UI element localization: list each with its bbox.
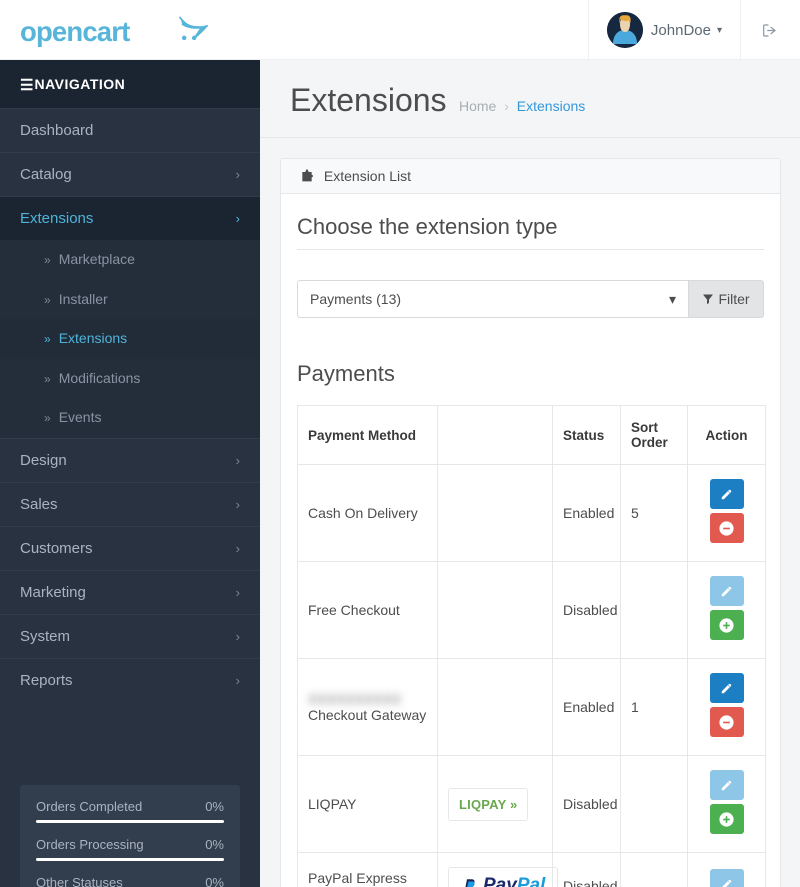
- svg-text:opencart: opencart: [20, 16, 130, 47]
